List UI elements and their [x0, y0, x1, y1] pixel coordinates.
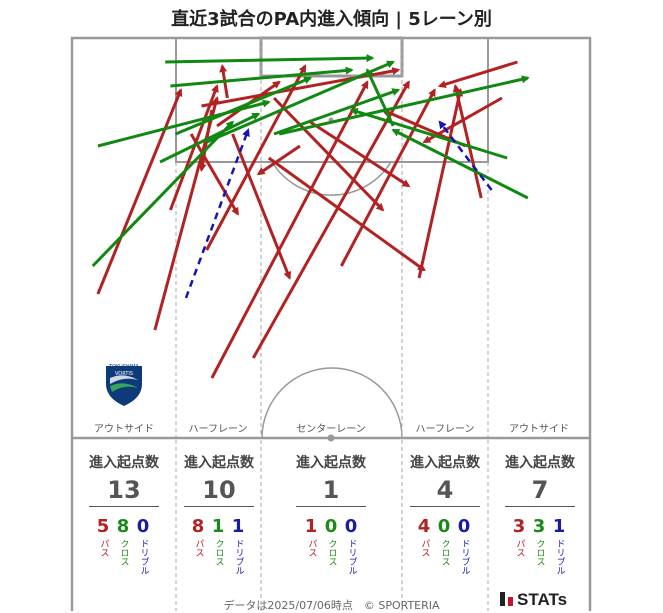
entries-total: 1	[322, 476, 340, 504]
stats-logo: STATs	[500, 590, 567, 610]
cross-label: クロス	[326, 539, 337, 566]
pass-arrow-4	[210, 80, 369, 379]
dribble-label: ドリブル	[138, 539, 149, 575]
page-title: 直近3試合のPA内進入傾向 | 5レーン別	[171, 9, 492, 30]
divider	[505, 506, 575, 507]
cross-arrow-25	[159, 112, 261, 164]
cross-arrow-31	[391, 128, 529, 200]
svg-text:VORTIS: VORTIS	[115, 371, 133, 377]
divider	[184, 506, 254, 507]
cross-label: クロス	[439, 539, 450, 566]
pass-arrow-14	[231, 133, 292, 280]
entries-total: 10	[202, 476, 236, 504]
dribble-label: ドリブル	[233, 539, 244, 575]
cross-arrow-32	[349, 107, 508, 160]
dribble-arrow-35	[438, 120, 493, 191]
pass-label: パス	[98, 539, 109, 557]
stats-left-outside: 進入起点数 13	[80, 452, 168, 507]
team-crest-logo: TOKUSHIMA VORTIS	[106, 364, 142, 406]
cross-arrow-27	[206, 60, 395, 144]
penalty-arc	[271, 161, 392, 196]
pass-arrow-11	[309, 120, 411, 188]
pass-arrow-9	[256, 144, 301, 176]
center-circle	[261, 367, 403, 439]
entries-label: 進入起点数	[184, 455, 254, 471]
pass-count: 5	[96, 516, 110, 537]
dribble-count: 0	[136, 516, 150, 537]
cross-arrow-22	[97, 99, 271, 148]
pass-label: パス	[419, 539, 430, 557]
pass-arrow-16	[189, 133, 240, 216]
pass-arrow-0	[96, 88, 183, 295]
entries-total: 13	[107, 476, 141, 504]
cross-arrow-33	[365, 68, 395, 127]
stats-right-outside: 進入起点数 7	[498, 452, 582, 507]
cross-arrow-24	[175, 76, 313, 136]
lane-label-left-outside: アウトサイド	[94, 423, 154, 435]
pass-arrow-18	[452, 84, 483, 199]
entry-arrows	[91, 54, 530, 379]
entries-total: 7	[531, 476, 549, 504]
cross-count: 0	[324, 516, 338, 537]
center-spot	[327, 434, 335, 442]
stats-right-half: 進入起点数 4	[404, 452, 486, 507]
entries-label: 進入起点数	[89, 455, 159, 471]
cross-arrow-26	[91, 120, 234, 268]
lane-label-center: センターレーン	[296, 423, 366, 435]
dribble-count: 1	[552, 516, 566, 537]
cross-label: クロス	[213, 539, 224, 566]
cross-arrow-29	[278, 75, 530, 136]
lane-label-right-outside: アウトサイド	[509, 423, 569, 435]
divider	[89, 506, 159, 507]
pass-arrow-13	[267, 156, 426, 272]
dribble-count: 0	[344, 516, 358, 537]
dribble-arrow-34	[184, 128, 250, 299]
pass-count: 3	[512, 516, 526, 537]
pass-label: パス	[514, 539, 525, 557]
cross-label: クロス	[118, 539, 129, 566]
lane-label-left-half: ハーフレーン	[189, 424, 248, 435]
pass-arrow-6	[251, 80, 411, 359]
pass-count: 1	[304, 516, 318, 537]
entries-label: 進入起点数	[505, 455, 575, 471]
dribble-label: ドリブル	[554, 539, 565, 575]
pass-arrow-17	[417, 88, 464, 279]
stats-center: 進入起点数 1	[290, 452, 372, 507]
pass-label: パス	[193, 539, 204, 557]
cross-arrow-30	[273, 88, 401, 136]
svg-text:TOKUSHIMA: TOKUSHIMA	[108, 364, 140, 370]
lane-label-right-half: ハーフレーン	[416, 424, 475, 435]
dribble-count: 0	[457, 516, 471, 537]
cross-count: 1	[211, 516, 225, 537]
goal-area	[259, 36, 404, 78]
pass-arrow-2	[205, 64, 307, 251]
dribble-label: ドリブル	[346, 539, 357, 575]
entries-label: 進入起点数	[410, 455, 480, 471]
pass-arrow-20	[437, 60, 518, 89]
footer-note: データは2025/07/06時点 © SPORTERIA	[223, 599, 440, 612]
pass-arrow-21	[422, 96, 503, 144]
cross-label: クロス	[534, 539, 545, 566]
pass-count: 8	[191, 516, 205, 537]
entries-label: 進入起点数	[296, 455, 366, 471]
entries-total: 4	[436, 476, 454, 504]
stats-left-half: 進入起点数 10	[178, 452, 260, 507]
dribble-label: ドリブル	[459, 539, 470, 575]
pass-arrow-1	[169, 84, 219, 211]
pass-label: パス	[306, 539, 317, 557]
divider	[296, 506, 366, 507]
pass-arrow-10	[201, 67, 401, 108]
penalty-box	[175, 37, 489, 163]
cross-count: 3	[532, 516, 546, 537]
divider	[410, 506, 480, 507]
dribble-count: 1	[231, 516, 245, 537]
cross-count: 8	[116, 516, 130, 537]
cross-count: 0	[437, 516, 451, 537]
pass-arrow-8	[340, 88, 436, 267]
cross-arrow-23	[170, 66, 354, 88]
pass-arrow-12	[272, 96, 385, 212]
pass-count: 4	[417, 516, 431, 537]
cross-arrow-28	[165, 54, 375, 64]
